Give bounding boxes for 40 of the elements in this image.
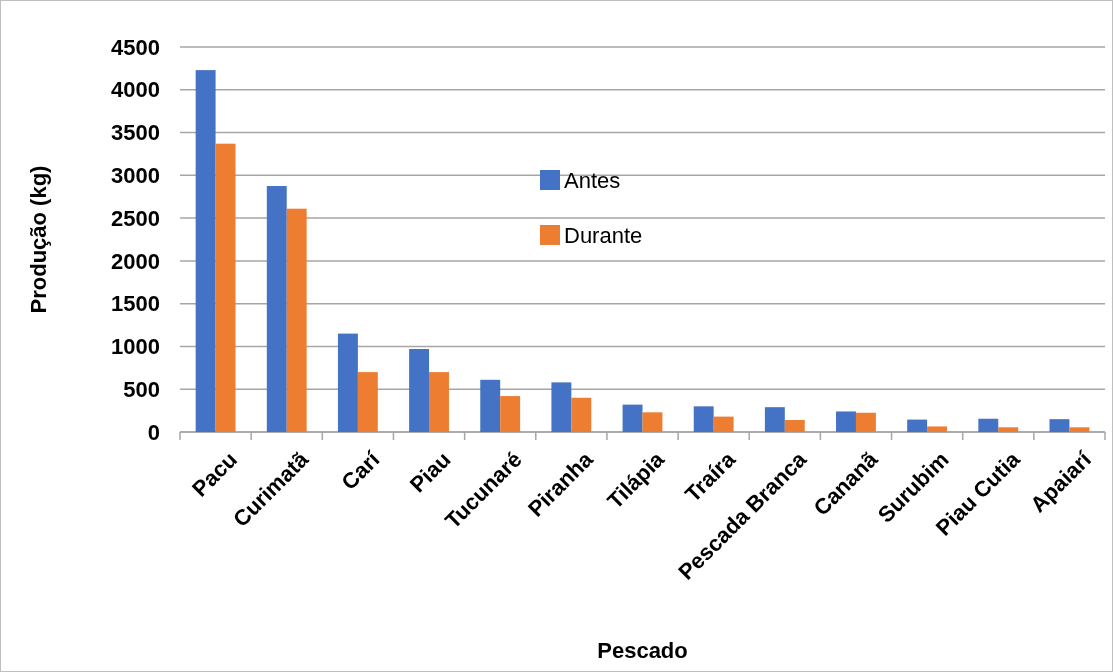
bar [998,427,1019,432]
y-tick-label: 0 [147,419,160,445]
y-tick-label: 4500 [111,34,160,60]
legend-label: Durante [564,222,643,248]
bar [551,382,572,432]
bar [978,418,999,432]
x-axis-title: Pescado [597,638,688,663]
bar [429,372,449,432]
bar [500,396,521,432]
bar [195,70,216,432]
bar [337,333,358,432]
bar [927,426,948,432]
bar [571,397,592,432]
bar [836,411,856,432]
bar [855,412,876,432]
y-tick-label: 500 [123,376,160,402]
y-tick-label: 1500 [111,291,160,317]
bar [642,412,663,432]
bar [907,419,928,432]
bar [215,143,236,432]
bar [713,416,734,432]
bar [1049,419,1070,432]
y-tick-label: 3000 [111,163,160,189]
bar [693,406,714,432]
y-tick-label: 3500 [111,120,160,146]
bar [1069,427,1090,432]
bar [622,404,643,432]
bar [784,420,805,432]
y-tick-label: 2500 [111,205,160,231]
y-tick-label: 1000 [111,334,160,360]
bar [266,186,287,432]
bar [357,372,378,432]
bar [764,407,785,432]
bar [480,379,501,432]
y-tick-label: 4000 [111,77,160,103]
bar [409,349,430,432]
bar [286,208,307,432]
y-tick-label: 2000 [111,248,160,274]
legend-label: Antes [564,167,621,193]
y-axis-title: Produção (kg) [26,165,51,314]
